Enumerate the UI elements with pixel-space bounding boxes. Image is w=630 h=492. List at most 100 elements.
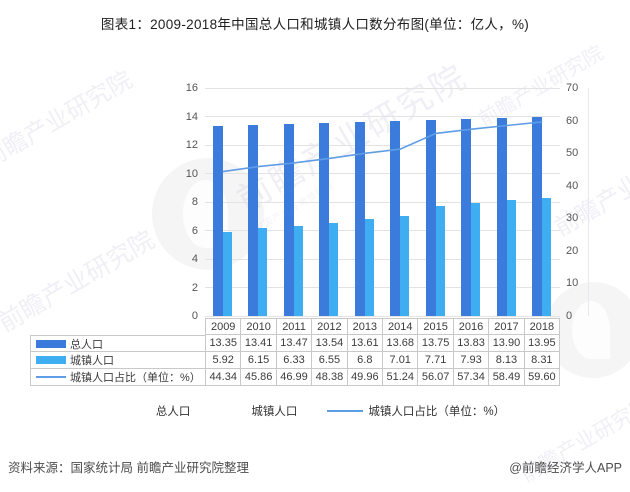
right-axis-tick: 40 — [566, 179, 579, 192]
gridline — [205, 258, 560, 260]
table-cell: 5.92 — [205, 352, 241, 369]
table-row-urban-population: 城镇人口 5.92 6.15 6.33 6.55 6.8 7.01 7.71 7.93 8.13 8… — [30, 352, 561, 369]
year-header-cell: 2010 — [240, 318, 276, 335]
total-population-bar-2010 — [248, 124, 259, 316]
urban-population-bar-2016 — [471, 203, 481, 316]
plot-area — [205, 87, 560, 317]
series-label-cell: 城镇人口占比（单位：%） — [30, 369, 205, 386]
legend-label: 城镇人口 — [251, 406, 298, 418]
table-cell: 13.47 — [275, 335, 312, 352]
table-row-total-population: 总人口 13.35 13.41 13.47 13.54 13.61 13.68 13.75 13… — [30, 335, 561, 352]
total-population-bar-2015 — [425, 120, 436, 316]
left-axis-tick: 16 — [185, 82, 198, 94]
right-axis-tick: 30 — [566, 212, 579, 225]
right-axis-tick: 70 — [566, 82, 579, 94]
urban-population-bar-2009 — [222, 231, 232, 316]
urban-ratio-line-swatch — [327, 410, 364, 412]
urban-population-bar-2014 — [400, 216, 410, 316]
table-cell: 13.35 — [205, 335, 241, 352]
legend-item-urban-ratio: 城镇人口占比（单位：%） — [327, 403, 505, 419]
source-note: 资料来源：国家统计局 前瞻产业研究院整理 — [8, 461, 249, 475]
table-row-urban-ratio: 城镇人口占比（单位：%） 44.34 45.86 46.99 48.38 49.96 51.… — [30, 369, 561, 386]
legend: 总人口 城镇人口 城镇人口占比（单位：%） — [0, 403, 630, 419]
right-axis-tick: 20 — [566, 244, 579, 257]
gridline — [205, 287, 560, 288]
watermark-text: 前瞻产业研究院 — [0, 66, 137, 174]
year-header-cell: 2014 — [382, 318, 418, 335]
legend-item-total-population: 总人口 — [125, 403, 191, 419]
urban-population-swatch — [36, 356, 66, 364]
chart-title: 图表1：2009-2018年中国总人口和城镇人口数分布图(单位：亿人，%) — [100, 17, 530, 32]
table-cell: 7.71 — [417, 352, 453, 369]
urban-population-bar-2018 — [542, 197, 552, 316]
legend-label: 总人口 — [155, 406, 191, 418]
urban-population-bar-2010 — [258, 228, 268, 316]
gridline — [205, 201, 560, 203]
total-population-bar-2017 — [496, 117, 507, 316]
legend-label: 城镇人口占比（单位：%） — [368, 406, 506, 418]
year-header-cell: 2009 — [205, 318, 241, 335]
left-axis-tick: 12 — [185, 139, 198, 151]
urban-population-bar-2013 — [364, 219, 374, 316]
right-axis: 0 10 20 30 40 50 60 70 — [566, 82, 606, 322]
urban-population-swatch — [220, 407, 246, 416]
urban-population-bar-2017 — [506, 200, 516, 316]
left-axis-tick: 6 — [191, 224, 198, 237]
urban-ratio-line — [222, 121, 543, 173]
gridline — [205, 230, 560, 231]
year-header-cell: 2015 — [417, 318, 453, 335]
table-cell: 8.13 — [488, 352, 524, 369]
series-label-cell: 城镇人口 — [30, 352, 205, 369]
table-cell: 13.75 — [417, 335, 453, 352]
left-axis-tick: 0 — [191, 310, 198, 322]
total-population-swatch — [36, 339, 66, 348]
left-axis: 0 2 4 6 8 10 12 14 16 — [150, 82, 198, 322]
data-table: 2009 2010 2011 2012 2013 2014 2015 2016 2017 2018… — [30, 318, 561, 386]
table-cell: 46.99 — [275, 369, 312, 386]
plot-right-border — [588, 88, 589, 316]
urban-population-bar-2015 — [435, 206, 445, 316]
left-axis-tick: 8 — [191, 196, 198, 208]
urban-population-bar-2011 — [293, 225, 303, 316]
table-cell: 57.34 — [452, 369, 489, 386]
table-cell: 6.55 — [311, 352, 347, 369]
series-name: 城镇人口 — [70, 355, 114, 367]
gridline — [205, 144, 560, 146]
table-cell: 6.8 — [346, 352, 383, 369]
total-population-bar-2018 — [532, 117, 543, 316]
credit-note: @前瞻经济学人APP — [509, 461, 622, 475]
table-cell: 13.95 — [523, 335, 561, 352]
table-header-row: 2009 2010 2011 2012 2013 2014 2015 2016 2017 2018 — [30, 318, 561, 335]
table-cell: 7.93 — [452, 352, 489, 369]
table-cell: 58.49 — [488, 369, 524, 386]
table-cell: 7.01 — [382, 352, 418, 369]
gridline — [205, 87, 560, 89]
year-header-cell: 2018 — [523, 318, 561, 335]
table-corner-cell — [30, 318, 205, 335]
right-axis-tick: 50 — [566, 147, 579, 160]
gridline — [205, 116, 560, 117]
total-population-bar-2014 — [390, 121, 401, 316]
total-population-bar-2009 — [212, 125, 223, 316]
total-population-bar-2012 — [319, 123, 330, 316]
total-population-bar-2013 — [354, 122, 365, 316]
legend-item-urban-population: 城镇人口 — [220, 403, 297, 419]
table-cell: 56.07 — [417, 369, 453, 386]
urban-ratio-swatch — [36, 376, 66, 378]
table-cell: 44.34 — [205, 369, 241, 386]
table-cell: 48.38 — [311, 369, 347, 386]
year-header-cell: 2016 — [452, 318, 489, 335]
urban-population-bar-2012 — [329, 222, 339, 316]
left-axis-tick: 10 — [185, 167, 198, 180]
table-cell: 59.60 — [523, 369, 561, 386]
year-header-cell: 2012 — [311, 318, 347, 335]
left-axis-tick: 2 — [191, 281, 198, 294]
table-cell: 51.24 — [382, 369, 418, 386]
right-axis-tick: 10 — [566, 277, 579, 290]
table-cell: 13.61 — [346, 335, 383, 352]
year-header-cell: 2017 — [488, 318, 524, 335]
table-cell: 6.33 — [275, 352, 312, 369]
series-name: 总人口 — [70, 338, 103, 351]
year-header-cell: 2011 — [275, 318, 312, 335]
